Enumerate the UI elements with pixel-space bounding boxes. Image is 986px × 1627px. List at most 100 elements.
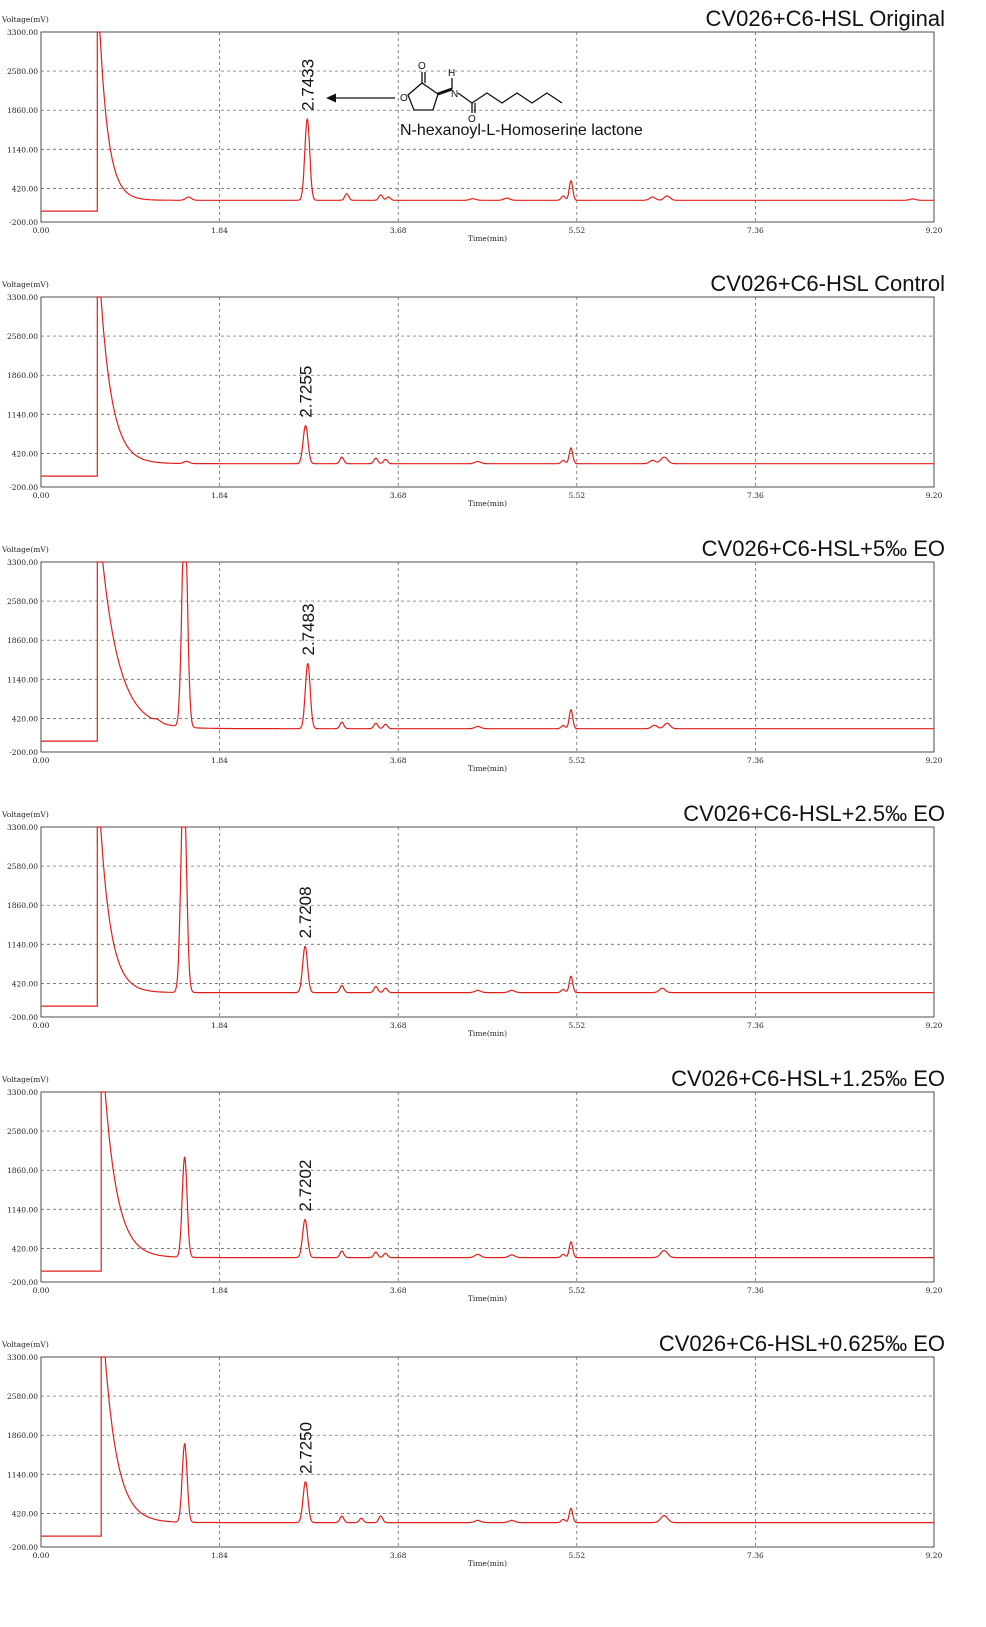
y-tick-label: -200.00 xyxy=(9,1543,38,1552)
x-axis-label: Time(min) xyxy=(468,234,507,243)
x-tick-label: 3.68 xyxy=(390,491,407,500)
y-tick-label: 2580.00 xyxy=(7,1392,38,1401)
y-tick-label: 2580.00 xyxy=(7,862,38,871)
x-tick-label: 7.36 xyxy=(747,1551,764,1560)
x-tick-label: 9.20 xyxy=(926,1286,943,1295)
x-tick-label: 5.52 xyxy=(568,226,585,235)
y-tick-label: -200.00 xyxy=(9,483,38,492)
chromatogram-panel-6: CV026+C6-HSL+0.625‰ EO Voltage(mV) -200.00… xyxy=(1,1331,945,1568)
peak-retention-label: 2.7433 xyxy=(298,59,317,111)
y-tick-label: 3300.00 xyxy=(7,293,38,302)
chromatogram-panel-4: CV026+C6-HSL+2.5‰ EO Voltage(mV) -200.00 42… xyxy=(1,801,945,1038)
plot-frame xyxy=(40,296,935,488)
peak-retention-label: 2.7208 xyxy=(296,886,315,938)
y-tick-label: 1140.00 xyxy=(7,410,38,419)
x-tick-label: 5.52 xyxy=(568,1286,585,1295)
x-tick-label: 7.36 xyxy=(747,226,764,235)
x-tick-label: 5.52 xyxy=(568,491,585,500)
y-tick-label: 420.00 xyxy=(12,449,38,458)
x-axis-label: Time(min) xyxy=(468,1559,507,1568)
x-axis-label: Time(min) xyxy=(468,499,507,508)
y-tick-label: 1140.00 xyxy=(7,675,38,684)
plot-frame xyxy=(40,1356,935,1548)
x-tick-label: 5.52 xyxy=(568,1021,585,1030)
y-tick-label: 1860.00 xyxy=(7,901,38,910)
compound-name-annotation: N-hexanoyl-L-Homoserine lactone xyxy=(400,122,643,139)
y-axis-label: Voltage(mV) xyxy=(1,810,49,819)
x-tick-label: 7.36 xyxy=(747,491,764,500)
y-tick-label: 3300.00 xyxy=(7,558,38,567)
y-tick-label: 1860.00 xyxy=(7,1166,38,1175)
x-tick-label: 3.68 xyxy=(390,1286,407,1295)
y-tick-label: 2580.00 xyxy=(7,67,38,76)
y-tick-label: 1860.00 xyxy=(7,1431,38,1440)
y-tick-label: 420.00 xyxy=(12,979,38,988)
x-tick-label: 0.00 xyxy=(33,1286,50,1295)
y-tick-label: -200.00 xyxy=(9,1013,38,1022)
x-tick-label: 3.68 xyxy=(390,756,407,765)
atom-label: O xyxy=(418,61,426,72)
y-tick-label: 3300.00 xyxy=(7,1088,38,1097)
x-tick-label: 7.36 xyxy=(747,1021,764,1030)
x-tick-label: 9.20 xyxy=(926,491,943,500)
x-tick-label: 1.84 xyxy=(211,226,228,235)
plot-frame xyxy=(40,561,935,753)
atom-label: H xyxy=(448,68,455,79)
panel-title: CV026+C6-HSL+0.625‰ EO xyxy=(659,1331,945,1356)
atom-label: N xyxy=(451,89,458,100)
chromatogram-trace xyxy=(41,1091,934,1272)
x-tick-label: 5.52 xyxy=(568,1551,585,1560)
panel-title: CV026+C6-HSL+2.5‰ EO xyxy=(683,801,945,826)
plot-frame xyxy=(40,1091,935,1283)
y-tick-label: 1860.00 xyxy=(7,371,38,380)
y-tick-label: 2580.00 xyxy=(7,1127,38,1136)
panel-title: CV026+C6-HSL+1.25‰ EO xyxy=(671,1066,945,1091)
plot-frame xyxy=(40,826,935,1018)
x-tick-label: 1.84 xyxy=(211,756,228,765)
x-tick-label: 0.00 xyxy=(33,226,50,235)
plot-frame xyxy=(40,31,935,223)
x-tick-label: 5.52 xyxy=(568,756,585,765)
x-tick-label: 3.68 xyxy=(390,1021,407,1030)
y-tick-label: 3300.00 xyxy=(7,28,38,37)
y-axis-label: Voltage(mV) xyxy=(1,545,49,554)
x-tick-label: 3.68 xyxy=(390,226,407,235)
panel-title: CV026+C6-HSL Original xyxy=(706,6,945,31)
y-tick-label: 2580.00 xyxy=(7,597,38,606)
x-tick-label: 9.20 xyxy=(926,1551,943,1560)
hexanoyl-chain xyxy=(471,92,563,104)
chromatogram-panel-2: CV026+C6-HSL Control Voltage(mV) -200.00 42… xyxy=(1,271,945,508)
y-tick-label: 420.00 xyxy=(12,1244,38,1253)
x-axis-label: Time(min) xyxy=(468,1029,507,1038)
chromatogram-panel-3: CV026+C6-HSL+5‰ EO Voltage(mV) -200.00 420.… xyxy=(1,536,945,773)
panel-title: CV026+C6-HSL+5‰ EO xyxy=(702,536,945,561)
x-tick-label: 1.84 xyxy=(211,1021,228,1030)
y-tick-label: -200.00 xyxy=(9,1278,38,1287)
lactone-ring xyxy=(407,82,439,111)
y-tick-label: 1140.00 xyxy=(7,1205,38,1214)
x-tick-label: 1.84 xyxy=(211,1551,228,1560)
chromatogram-trace xyxy=(41,31,934,212)
y-tick-label: 3300.00 xyxy=(7,823,38,832)
y-axis-label: Voltage(mV) xyxy=(1,1075,49,1084)
y-tick-label: -200.00 xyxy=(9,748,38,757)
panel-title: CV026+C6-HSL Control xyxy=(710,271,945,296)
x-tick-label: 7.36 xyxy=(747,756,764,765)
peak-retention-label: 2.7250 xyxy=(297,1422,316,1474)
y-tick-label: 1140.00 xyxy=(7,1470,38,1479)
y-tick-label: 1140.00 xyxy=(7,145,38,154)
x-tick-label: 9.20 xyxy=(926,756,943,765)
y-tick-label: 420.00 xyxy=(12,1509,38,1518)
peak-retention-label: 2.7202 xyxy=(296,1160,315,1212)
y-axis-label: Voltage(mV) xyxy=(1,280,49,289)
y-tick-label: 1860.00 xyxy=(7,106,38,115)
peak-retention-label: 2.7255 xyxy=(297,366,316,418)
y-tick-label: 420.00 xyxy=(12,714,38,723)
y-tick-label: -200.00 xyxy=(9,218,38,227)
y-tick-label: 3300.00 xyxy=(7,1353,38,1362)
hexanoyl-homoserine-lactone-structure xyxy=(407,72,563,113)
x-tick-label: 0.00 xyxy=(33,1021,50,1030)
x-tick-label: 0.00 xyxy=(33,756,50,765)
chromatogram-trace xyxy=(41,296,934,477)
x-tick-label: 0.00 xyxy=(33,1551,50,1560)
